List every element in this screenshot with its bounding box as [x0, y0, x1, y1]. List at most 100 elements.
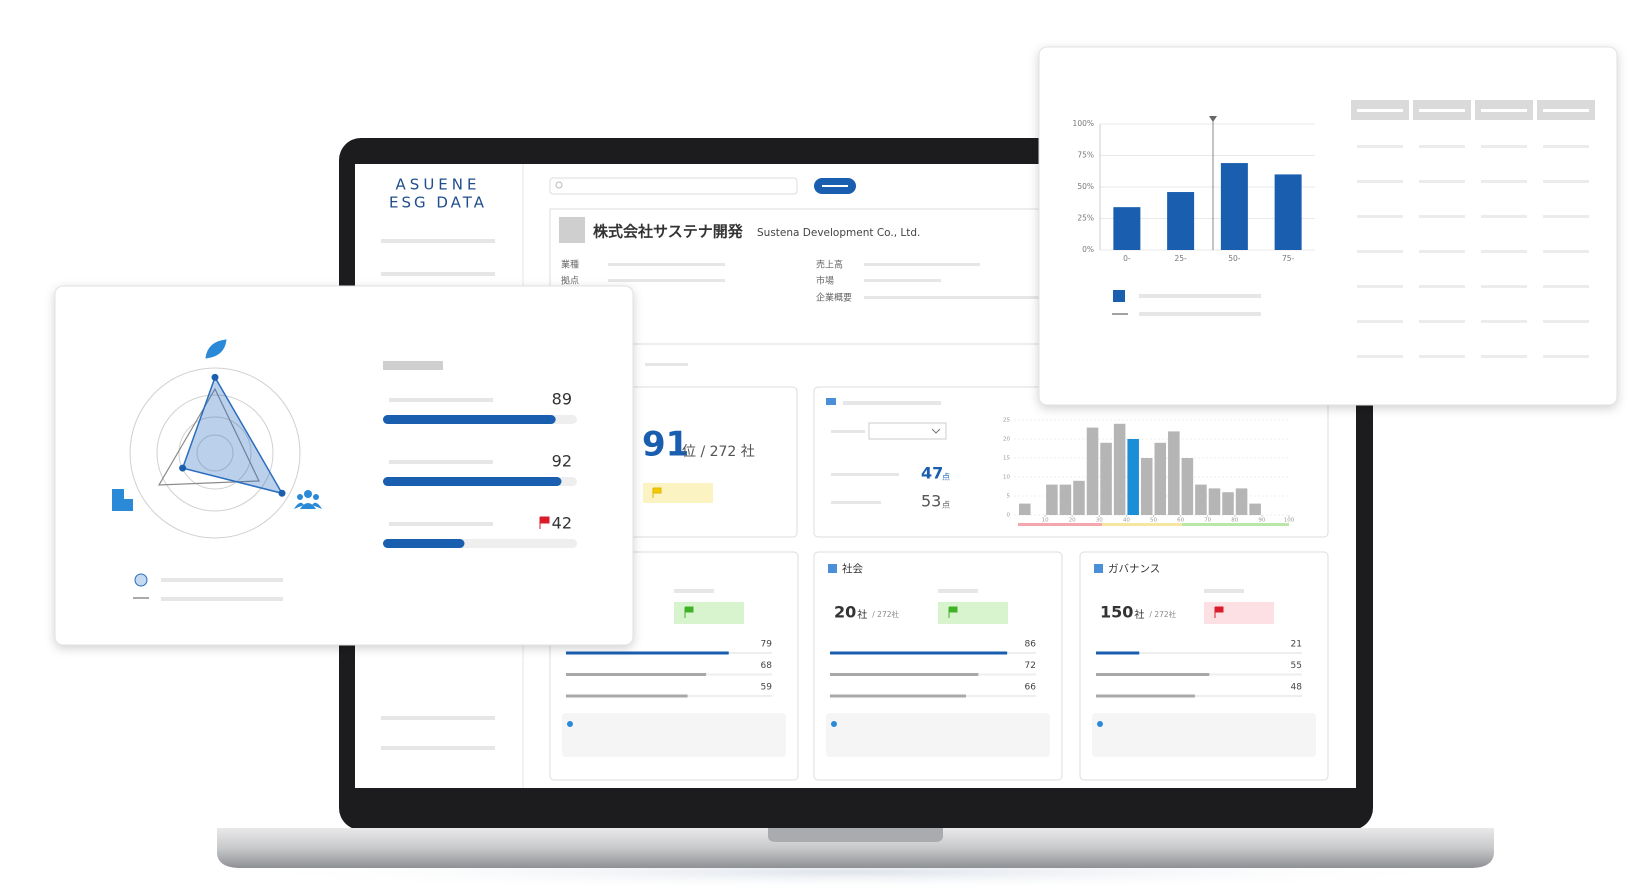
table-header-label	[1357, 109, 1403, 112]
bar	[1274, 174, 1302, 250]
field-label: 市場	[816, 275, 834, 287]
table-cell	[1543, 285, 1589, 288]
y-tick-label: 5	[1007, 494, 1011, 500]
data-table	[1351, 100, 1595, 358]
score-bar	[383, 477, 562, 486]
category-icon	[828, 564, 837, 573]
nav-item[interactable]	[381, 272, 495, 276]
x-tick-label: 20	[1069, 518, 1076, 524]
radar-ring	[196, 434, 234, 472]
field-label: 企業概要	[816, 292, 852, 304]
bar-track	[1096, 652, 1302, 654]
histogram-bar	[1235, 488, 1248, 515]
table-cell	[1481, 180, 1527, 183]
table-cell	[1481, 355, 1527, 358]
category-title: 社会	[842, 562, 863, 575]
table-header-label	[1419, 109, 1465, 112]
table-cell	[1419, 285, 1465, 288]
y-tick-label: 0%	[1082, 245, 1094, 254]
memo-box	[826, 713, 1050, 757]
progress-bar	[566, 694, 688, 698]
governance-icon	[112, 489, 133, 511]
histogram-bar	[1019, 503, 1031, 515]
radar-ring	[129, 367, 301, 539]
histogram-bar	[1181, 458, 1194, 515]
radar-chart	[112, 339, 322, 539]
histogram-bar	[1249, 503, 1261, 515]
histogram-bar	[1086, 427, 1099, 515]
y-tick-label: 100%	[1073, 119, 1094, 128]
score-label	[389, 522, 493, 526]
table-cell	[1419, 320, 1465, 323]
table-cell	[1419, 215, 1465, 218]
legend-label	[161, 597, 283, 601]
histogram-bar	[1100, 442, 1112, 515]
x-tick-label: 0-	[1123, 254, 1131, 263]
nav-item[interactable]	[381, 239, 495, 243]
histogram-bar	[1154, 442, 1167, 515]
category-count: 150	[1100, 603, 1133, 622]
table-cell	[1481, 145, 1527, 148]
bar	[1167, 192, 1195, 250]
bar-chart: 0% 25% 50% 75% 100% 0- 25- 50- 75-	[1073, 119, 1315, 263]
x-tick-label: 60	[1177, 518, 1184, 524]
histogram-bar	[1208, 488, 1221, 515]
band-strip	[1018, 523, 1102, 526]
nav-item[interactable]	[381, 716, 495, 720]
bar-value: 72	[1025, 661, 1036, 671]
filter-label	[831, 430, 865, 433]
score-label	[831, 501, 881, 504]
radar-area	[181, 375, 284, 495]
histogram-bar	[1168, 431, 1180, 515]
score-unit: 点	[942, 501, 950, 510]
badge-label	[938, 589, 978, 593]
table-cell	[1357, 355, 1403, 358]
table-cell	[1543, 320, 1589, 323]
table-cell	[1357, 285, 1403, 288]
table-cell	[1481, 285, 1527, 288]
table-header-label	[1543, 109, 1589, 112]
histogram-bar	[1073, 480, 1085, 515]
dropdown[interactable]	[868, 422, 947, 440]
radar-point	[278, 489, 286, 497]
field-label: 拠点	[561, 275, 579, 287]
table-cell	[1419, 145, 1465, 148]
table-cell	[1357, 180, 1403, 183]
y-tick-label: 15	[1003, 456, 1010, 462]
score-value: 53	[921, 492, 941, 511]
memo-box	[1092, 713, 1316, 757]
category-unit: 社	[857, 608, 867, 621]
x-tick-label: 10	[1042, 518, 1049, 524]
category-count: 20	[834, 603, 856, 622]
y-tick-label: 10	[1003, 475, 1010, 481]
field-label: 売上高	[816, 259, 843, 271]
histogram-bar	[1059, 484, 1072, 515]
y-tick-label: 75%	[1077, 151, 1094, 160]
category-title: ガバナンス	[1108, 563, 1160, 575]
tab[interactable]	[645, 363, 688, 366]
progress-bar	[566, 673, 707, 676]
histogram-bar	[1140, 458, 1153, 515]
table-header-label	[1481, 109, 1527, 112]
y-tick-label: 50%	[1077, 182, 1094, 191]
badge-label	[674, 589, 714, 593]
x-tick-label: 50-	[1228, 254, 1241, 263]
bar-value: 86	[1025, 640, 1037, 650]
histogram-bar	[1127, 439, 1139, 515]
progress-bar	[830, 673, 979, 676]
search-box[interactable]	[549, 177, 798, 195]
legend-label	[1139, 294, 1261, 298]
flag-icon	[539, 516, 550, 529]
pin-icon	[567, 721, 573, 727]
nav-item[interactable]	[381, 746, 495, 750]
x-tick-label: 70	[1204, 518, 1211, 524]
dropdown-arrow	[931, 428, 941, 434]
radar-panel	[54, 285, 634, 646]
category-icon	[1094, 564, 1103, 573]
score-unit: 点	[942, 473, 950, 482]
histogram-bar	[1113, 423, 1126, 515]
bar	[1113, 207, 1141, 250]
score-value: 47	[921, 464, 943, 483]
